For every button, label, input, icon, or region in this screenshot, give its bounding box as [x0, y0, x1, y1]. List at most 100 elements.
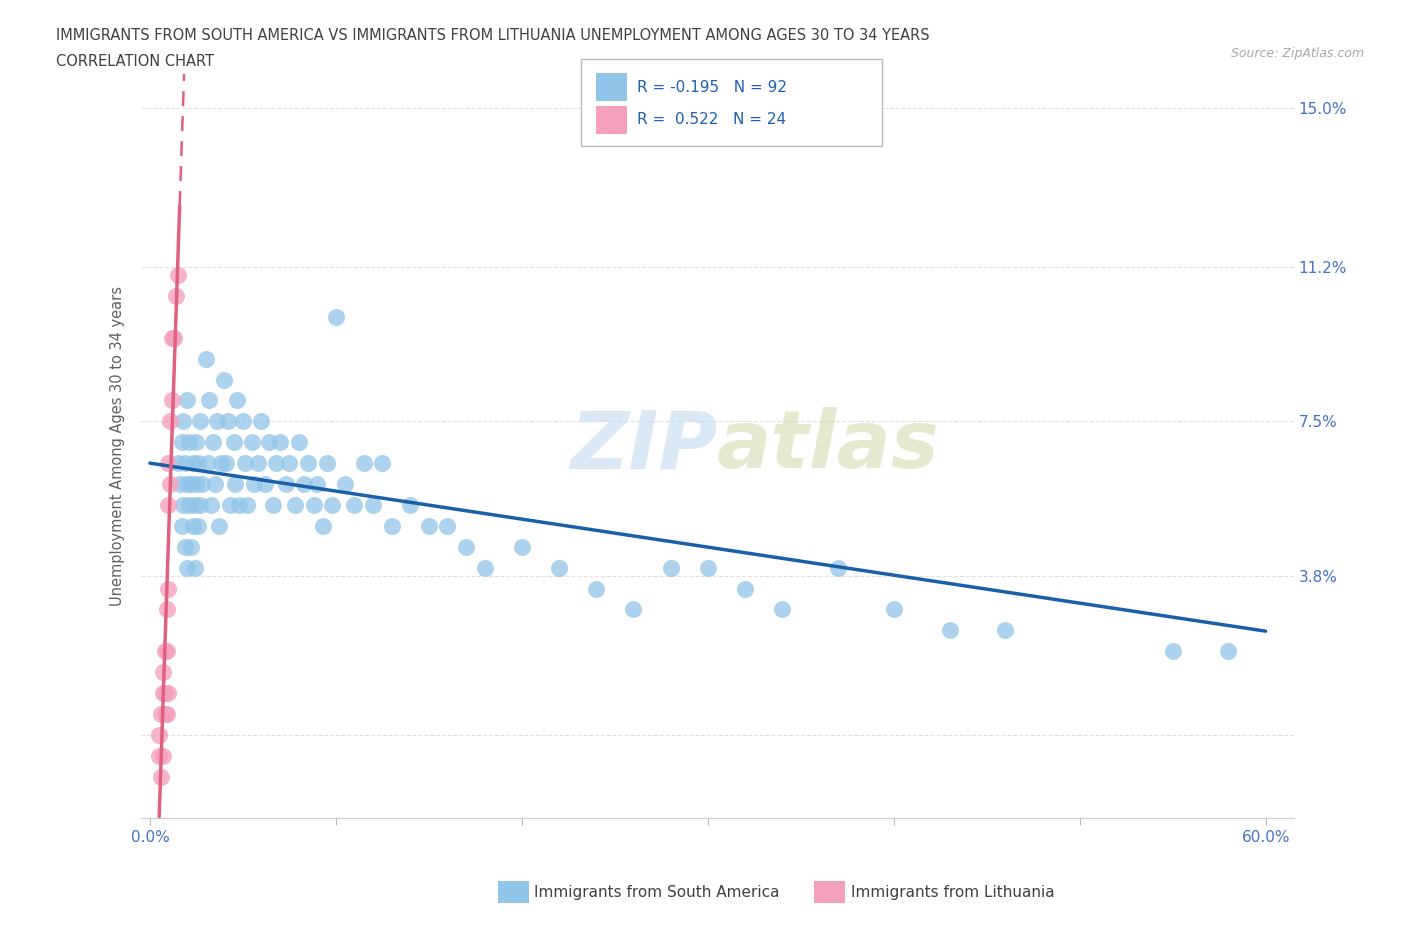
Point	[1161, 644, 1184, 658]
Text: atlas: atlas	[717, 407, 939, 485]
Point	[883, 602, 905, 617]
Point	[188, 498, 211, 512]
Point	[548, 560, 571, 575]
Point	[172, 498, 194, 512]
Point	[315, 456, 337, 471]
Point	[325, 310, 347, 325]
Point	[226, 393, 249, 408]
Point	[621, 602, 644, 617]
Point	[160, 393, 183, 408]
Point	[217, 414, 239, 429]
Text: R =  0.522   N = 24: R = 0.522 N = 24	[637, 113, 786, 127]
Point	[418, 518, 440, 533]
Point	[274, 476, 297, 491]
Point	[176, 560, 198, 575]
Point	[696, 560, 718, 575]
Point	[153, 644, 176, 658]
Point	[770, 602, 793, 617]
Point	[156, 707, 179, 722]
Point	[232, 414, 254, 429]
Point	[153, 707, 176, 722]
Point	[150, 769, 173, 784]
Point	[266, 456, 288, 471]
Point	[181, 518, 204, 533]
Point	[197, 456, 219, 471]
Point	[153, 685, 176, 700]
Point	[176, 476, 198, 491]
Point	[204, 476, 226, 491]
Point	[243, 476, 266, 491]
Point	[187, 456, 209, 471]
Point	[169, 476, 191, 491]
Point	[174, 456, 197, 471]
Point	[160, 330, 183, 345]
Point	[257, 435, 280, 450]
Point	[228, 498, 250, 512]
Point	[312, 518, 335, 533]
Point	[157, 581, 180, 596]
Point	[183, 560, 205, 575]
Point	[827, 560, 849, 575]
Point	[278, 456, 301, 471]
Text: ZIP: ZIP	[569, 407, 717, 485]
Text: R = -0.195   N = 92: R = -0.195 N = 92	[637, 80, 787, 95]
Point	[156, 602, 179, 617]
Point	[246, 456, 269, 471]
Point	[994, 623, 1017, 638]
Point	[159, 414, 181, 429]
Point	[181, 456, 204, 471]
Point	[172, 414, 194, 429]
Point	[659, 560, 682, 575]
Text: IMMIGRANTS FROM SOUTH AMERICA VS IMMIGRANTS FROM LITHUANIA UNEMPLOYMENT AMONG AG: IMMIGRANTS FROM SOUTH AMERICA VS IMMIGRA…	[56, 28, 929, 43]
Point	[156, 644, 179, 658]
Point	[208, 518, 231, 533]
Text: CORRELATION CHART: CORRELATION CHART	[56, 54, 214, 69]
Point	[436, 518, 458, 533]
Point	[214, 372, 236, 387]
Point	[343, 498, 366, 512]
Point	[202, 435, 225, 450]
Point	[152, 665, 174, 680]
Point	[262, 498, 284, 512]
Point	[215, 456, 238, 471]
Point	[474, 560, 496, 575]
Point	[186, 476, 208, 491]
Point	[174, 539, 197, 554]
Point	[157, 456, 180, 471]
Point	[180, 539, 202, 554]
Point	[269, 435, 291, 450]
Point	[218, 498, 240, 512]
Point	[307, 476, 329, 491]
Point	[454, 539, 477, 554]
Point	[938, 623, 960, 638]
Point	[235, 498, 257, 512]
Point	[157, 685, 180, 700]
Text: Immigrants from South America: Immigrants from South America	[534, 885, 780, 900]
Point	[205, 414, 228, 429]
Point	[302, 498, 325, 512]
Point	[191, 476, 214, 491]
Point	[188, 414, 211, 429]
Point	[186, 435, 208, 450]
Point	[187, 518, 209, 533]
Point	[177, 435, 200, 450]
Point	[381, 518, 404, 533]
Point	[209, 456, 232, 471]
Point	[292, 476, 315, 491]
Point	[240, 435, 263, 450]
Point	[170, 435, 193, 450]
Point	[287, 435, 309, 450]
Point	[321, 498, 343, 512]
Point	[198, 393, 221, 408]
Point	[585, 581, 607, 596]
Point	[152, 749, 174, 764]
Text: Source: ZipAtlas.com: Source: ZipAtlas.com	[1230, 46, 1364, 60]
Text: Immigrants from Lithuania: Immigrants from Lithuania	[851, 885, 1054, 900]
Point	[163, 330, 186, 345]
Point	[222, 435, 245, 450]
Point	[250, 414, 273, 429]
Point	[371, 456, 394, 471]
Point	[177, 498, 200, 512]
Point	[297, 456, 319, 471]
Point	[353, 456, 375, 471]
